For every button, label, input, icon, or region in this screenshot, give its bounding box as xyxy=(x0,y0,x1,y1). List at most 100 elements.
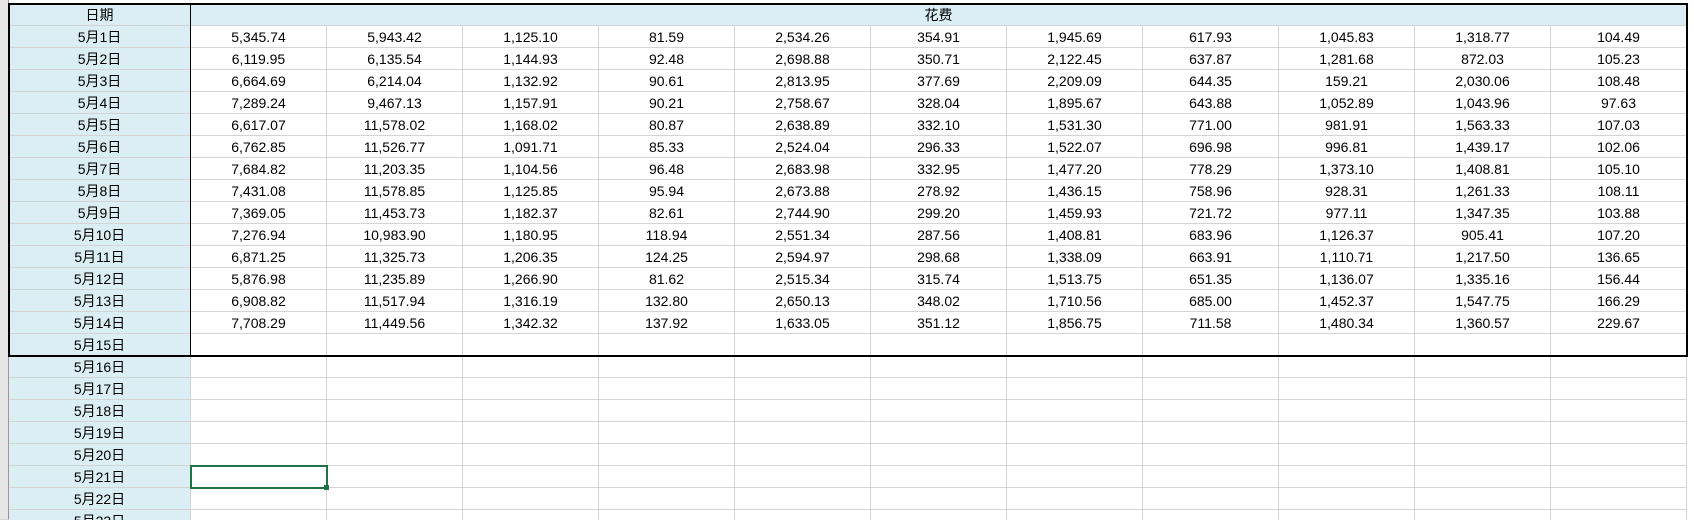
cost-cell[interactable]: 10,983.90 xyxy=(327,224,463,246)
cost-cell[interactable]: 1,459.93 xyxy=(1007,202,1143,224)
cost-cell[interactable]: 159.21 xyxy=(1279,70,1415,92)
cost-cell[interactable]: 351.12 xyxy=(871,312,1007,334)
cost-cell[interactable]: 11,517.94 xyxy=(327,290,463,312)
cost-cell[interactable]: 107.03 xyxy=(1551,114,1687,136)
cost-cell[interactable]: 2,683.98 xyxy=(735,158,871,180)
empty-cell[interactable] xyxy=(1279,422,1415,444)
cost-cell[interactable]: 298.68 xyxy=(871,246,1007,268)
cost-cell[interactable]: 90.21 xyxy=(599,92,735,114)
selected-cell[interactable] xyxy=(190,465,328,489)
cost-cell[interactable]: 11,449.56 xyxy=(327,312,463,334)
cost-cell[interactable]: 778.29 xyxy=(1143,158,1279,180)
cost-cell[interactable]: 108.11 xyxy=(1551,180,1687,202)
empty-cell[interactable] xyxy=(191,510,327,520)
empty-cell[interactable] xyxy=(463,378,599,400)
cost-cell[interactable]: 102.06 xyxy=(1551,136,1687,158)
cost-cell[interactable]: 1,281.68 xyxy=(1279,48,1415,70)
empty-cell[interactable] xyxy=(1007,466,1143,488)
empty-cell[interactable] xyxy=(1551,356,1687,378)
cost-cell[interactable]: 637.87 xyxy=(1143,48,1279,70)
cost-cell[interactable]: 315.74 xyxy=(871,268,1007,290)
cost-cell[interactable]: 721.72 xyxy=(1143,202,1279,224)
empty-cell[interactable] xyxy=(871,378,1007,400)
cost-cell[interactable]: 1,261.33 xyxy=(1415,180,1551,202)
cost-cell[interactable]: 651.35 xyxy=(1143,268,1279,290)
empty-cell[interactable] xyxy=(1551,466,1687,488)
empty-cell[interactable] xyxy=(1279,510,1415,520)
cost-cell[interactable]: 2,209.09 xyxy=(1007,70,1143,92)
cost-cell[interactable]: 299.20 xyxy=(871,202,1007,224)
cost-cell[interactable]: 354.91 xyxy=(871,26,1007,48)
empty-cell[interactable] xyxy=(1551,334,1687,356)
cost-cell[interactable]: 6,664.69 xyxy=(191,70,327,92)
cost-cell[interactable]: 1,856.75 xyxy=(1007,312,1143,334)
cost-cell[interactable]: 166.29 xyxy=(1551,290,1687,312)
cost-cell[interactable]: 1,563.33 xyxy=(1415,114,1551,136)
empty-cell[interactable] xyxy=(599,334,735,356)
cost-cell[interactable]: 11,203.35 xyxy=(327,158,463,180)
empty-cell[interactable] xyxy=(1279,400,1415,422)
empty-cell[interactable] xyxy=(1143,334,1279,356)
cost-cell[interactable]: 7,431.08 xyxy=(191,180,327,202)
empty-cell[interactable] xyxy=(1415,488,1551,510)
cost-cell[interactable]: 328.04 xyxy=(871,92,1007,114)
cost-cell[interactable]: 2,594.97 xyxy=(735,246,871,268)
empty-cell[interactable] xyxy=(327,400,463,422)
cost-cell[interactable]: 1,408.81 xyxy=(1415,158,1551,180)
empty-cell[interactable] xyxy=(1551,488,1687,510)
cost-cell[interactable]: 7,369.05 xyxy=(191,202,327,224)
cost-cell[interactable]: 1,477.20 xyxy=(1007,158,1143,180)
empty-cell[interactable] xyxy=(191,422,327,444)
cost-cell[interactable]: 5,345.74 xyxy=(191,26,327,48)
empty-cell[interactable] xyxy=(191,356,327,378)
empty-cell[interactable] xyxy=(463,444,599,466)
cost-cell[interactable]: 2,758.67 xyxy=(735,92,871,114)
cost-cell[interactable]: 6,908.82 xyxy=(191,290,327,312)
empty-cell[interactable] xyxy=(1143,400,1279,422)
empty-cell[interactable] xyxy=(327,334,463,356)
cost-cell[interactable]: 11,578.02 xyxy=(327,114,463,136)
cost-cell[interactable]: 348.02 xyxy=(871,290,1007,312)
empty-cell[interactable] xyxy=(1415,334,1551,356)
cost-cell[interactable]: 1,104.56 xyxy=(463,158,599,180)
cost-cell[interactable]: 105.10 xyxy=(1551,158,1687,180)
empty-cell[interactable] xyxy=(1415,378,1551,400)
empty-cell[interactable] xyxy=(735,378,871,400)
empty-cell[interactable] xyxy=(599,378,735,400)
cost-cell[interactable]: 136.65 xyxy=(1551,246,1687,268)
cost-cell[interactable]: 617.93 xyxy=(1143,26,1279,48)
cost-cell[interactable]: 2,524.04 xyxy=(735,136,871,158)
cost-cell[interactable]: 278.92 xyxy=(871,180,1007,202)
empty-cell[interactable] xyxy=(599,356,735,378)
empty-cell[interactable] xyxy=(1143,422,1279,444)
empty-cell[interactable] xyxy=(1143,488,1279,510)
empty-cell[interactable] xyxy=(327,378,463,400)
cost-cell[interactable]: 2,650.13 xyxy=(735,290,871,312)
cost-cell[interactable]: 11,526.77 xyxy=(327,136,463,158)
cost-cell[interactable]: 1,125.10 xyxy=(463,26,599,48)
empty-cell[interactable] xyxy=(735,488,871,510)
empty-cell[interactable] xyxy=(599,444,735,466)
empty-cell[interactable] xyxy=(1551,400,1687,422)
empty-cell[interactable] xyxy=(191,488,327,510)
cost-cell[interactable]: 1,316.19 xyxy=(463,290,599,312)
empty-cell[interactable] xyxy=(871,400,1007,422)
cost-cell[interactable]: 7,708.29 xyxy=(191,312,327,334)
cost-cell[interactable]: 872.03 xyxy=(1415,48,1551,70)
cost-cell[interactable]: 90.61 xyxy=(599,70,735,92)
cost-cell[interactable]: 2,534.26 xyxy=(735,26,871,48)
empty-cell[interactable] xyxy=(599,466,735,488)
cost-cell[interactable]: 1,633.05 xyxy=(735,312,871,334)
empty-cell[interactable] xyxy=(1279,378,1415,400)
empty-cell[interactable] xyxy=(1279,466,1415,488)
cost-cell[interactable]: 107.20 xyxy=(1551,224,1687,246)
cost-cell[interactable]: 104.49 xyxy=(1551,26,1687,48)
empty-cell[interactable] xyxy=(1007,400,1143,422)
cost-cell[interactable]: 2,122.45 xyxy=(1007,48,1143,70)
empty-cell[interactable] xyxy=(463,488,599,510)
empty-cell[interactable] xyxy=(871,488,1007,510)
empty-cell[interactable] xyxy=(1415,422,1551,444)
cost-cell[interactable]: 1,547.75 xyxy=(1415,290,1551,312)
cost-cell[interactable]: 6,214.04 xyxy=(327,70,463,92)
empty-cell[interactable] xyxy=(735,334,871,356)
